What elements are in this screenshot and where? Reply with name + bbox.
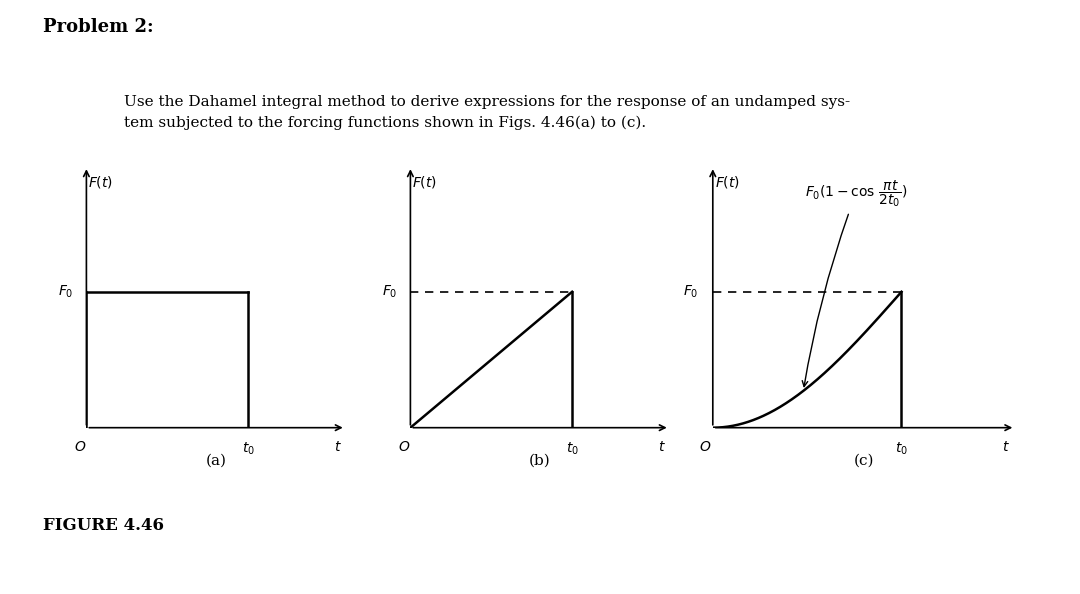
Text: $t_0$: $t_0$	[242, 440, 255, 457]
Text: $F_0$: $F_0$	[683, 283, 699, 300]
Text: $F(t)$: $F(t)$	[715, 174, 740, 190]
Text: (a): (a)	[205, 453, 227, 467]
Text: $F(t)$: $F(t)$	[413, 174, 437, 190]
Text: FIGURE 4.46: FIGURE 4.46	[43, 517, 164, 534]
Text: $t$: $t$	[334, 440, 341, 454]
Text: $F_0$: $F_0$	[58, 283, 73, 300]
Text: $F_0$: $F_0$	[382, 283, 397, 300]
Text: $O$: $O$	[75, 440, 86, 454]
Text: $t_0$: $t_0$	[566, 440, 579, 457]
Text: $O$: $O$	[399, 440, 410, 454]
Text: Use the Dahamel integral method to derive expressions for the response of an und: Use the Dahamel integral method to deriv…	[124, 95, 850, 130]
Text: $t$: $t$	[658, 440, 665, 454]
Text: (b): (b)	[529, 453, 551, 467]
Text: $F(t)$: $F(t)$	[89, 174, 113, 190]
Text: $t$: $t$	[1002, 440, 1010, 454]
Text: $F_0(1-\cos\,\dfrac{\pi t}{2t_0})$: $F_0(1-\cos\,\dfrac{\pi t}{2t_0})$	[802, 178, 907, 387]
Text: $t_0$: $t_0$	[895, 440, 908, 457]
Text: Problem 2:: Problem 2:	[43, 18, 153, 36]
Text: (c): (c)	[854, 453, 874, 467]
Text: $O$: $O$	[700, 440, 712, 454]
